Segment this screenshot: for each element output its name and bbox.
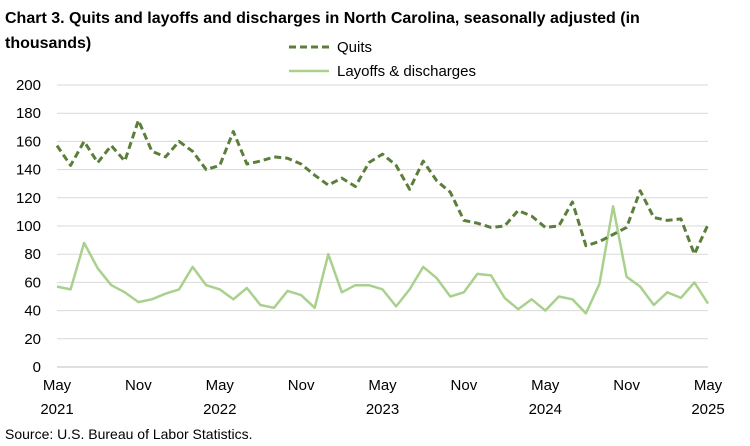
y-tick-label: 180 bbox=[16, 105, 41, 122]
series-line-layoffs-discharges bbox=[56, 205, 710, 315]
x-tick-year: 2025 bbox=[691, 401, 724, 418]
y-tick-label: 80 bbox=[24, 246, 41, 263]
legend-label: Layoffs & discharges bbox=[337, 63, 476, 80]
gridlines bbox=[57, 84, 708, 340]
x-axis: May 2021 Nov May 2022 Nov May 2023 Nov May 2024 Nov… bbox=[40, 366, 725, 418]
x-tick-month: May bbox=[368, 377, 397, 394]
x-tick-month: Nov bbox=[288, 377, 315, 394]
x-tick-year: 2023 bbox=[366, 401, 399, 418]
x-tick-month: May bbox=[43, 377, 72, 394]
source-note: Source: U.S. Bureau of Labor Statistics. bbox=[5, 426, 252, 442]
legend-label: Quits bbox=[337, 39, 372, 56]
y-tick-label: 40 bbox=[24, 303, 41, 320]
y-tick-label: 120 bbox=[16, 190, 41, 207]
x-tick-year: 2024 bbox=[529, 401, 562, 418]
y-tick-label: 20 bbox=[24, 331, 41, 348]
y-tick-label: 60 bbox=[24, 274, 41, 291]
chart-title-line-2: thousands) bbox=[5, 35, 91, 52]
series-lines bbox=[55, 118, 710, 315]
x-tick-month: May bbox=[206, 377, 235, 394]
legend: Quits Layoffs & discharges bbox=[289, 39, 476, 80]
x-tick-year: 2021 bbox=[40, 401, 73, 418]
y-tick-label: 0 bbox=[33, 359, 41, 376]
y-axis-ticks: 0 20 40 60 80 100 120 140 160 180 200 bbox=[16, 77, 41, 376]
chart-title-line-1: Chart 3. Quits and layoffs and discharge… bbox=[5, 10, 640, 27]
x-tick-month: Nov bbox=[125, 377, 152, 394]
x-tick-month: Nov bbox=[613, 377, 640, 394]
y-tick-label: 140 bbox=[16, 162, 41, 179]
x-tick-year: 2022 bbox=[203, 401, 236, 418]
x-tick-month: Nov bbox=[451, 377, 478, 394]
x-tick-month: May bbox=[694, 377, 723, 394]
x-tick-month: May bbox=[531, 377, 560, 394]
y-tick-label: 200 bbox=[16, 77, 41, 94]
y-tick-label: 100 bbox=[16, 218, 41, 235]
y-tick-label: 160 bbox=[16, 133, 41, 150]
series-line-quits bbox=[55, 118, 710, 256]
